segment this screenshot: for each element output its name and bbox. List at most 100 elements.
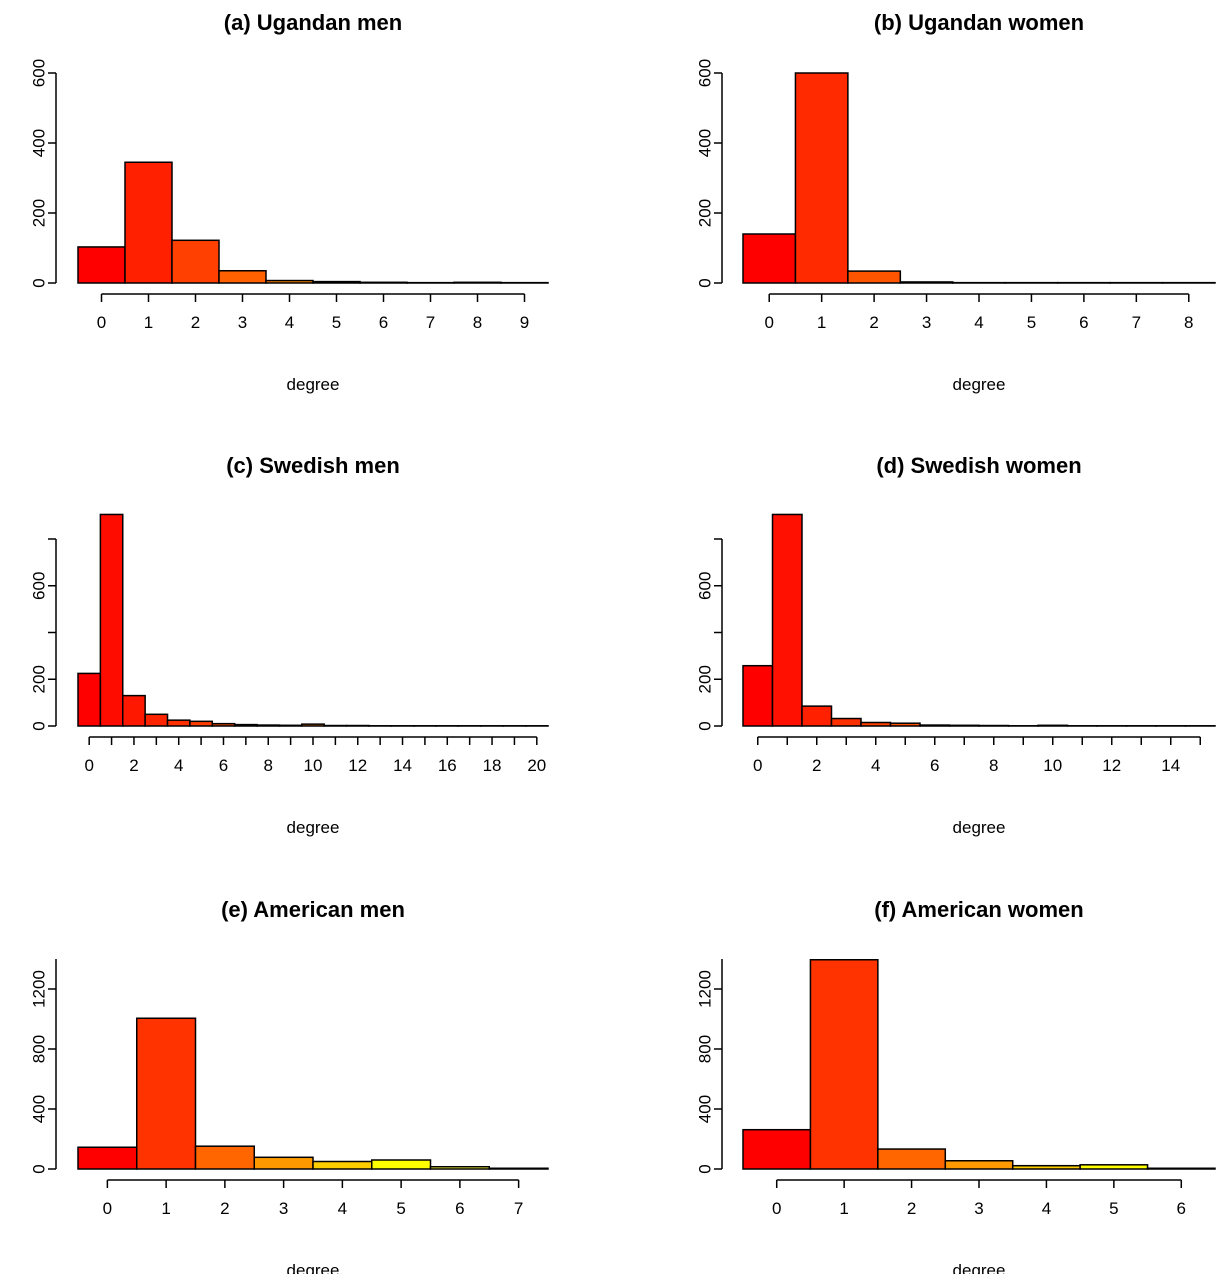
y-tick-label: 0 <box>29 721 48 730</box>
y-tick-label: 400 <box>695 129 714 157</box>
histogram-bar <box>312 1160 373 1170</box>
histogram-bar <box>899 281 954 284</box>
x-tick-label: 2 <box>129 756 138 775</box>
histogram-bar <box>742 1128 812 1170</box>
histogram-bar <box>278 724 303 727</box>
y-tick-label: 200 <box>695 199 714 227</box>
histogram-bar <box>144 713 169 727</box>
histogram-bar <box>889 722 921 727</box>
x-tick-label: 1 <box>144 313 153 332</box>
x-tick-label: 16 <box>438 756 457 775</box>
x-tick-label: 0 <box>84 756 93 775</box>
histogram-bar <box>1011 1164 1081 1170</box>
x-tick-label: 10 <box>1043 756 1062 775</box>
x-tick-label: 6 <box>379 313 388 332</box>
histogram-bar <box>256 724 281 727</box>
x-tick-label: 3 <box>238 313 247 332</box>
histogram-bar <box>166 719 191 727</box>
x-tick-label: 5 <box>1109 1199 1118 1218</box>
histogram-bar <box>233 723 258 727</box>
histogram-bar <box>253 1156 314 1170</box>
x-tick-label: 5 <box>332 313 341 332</box>
y-tick-label: 200 <box>29 199 48 227</box>
histogram-bar <box>77 672 102 727</box>
x-tick-label: 3 <box>974 1199 983 1218</box>
x-tick-label: 6 <box>930 756 939 775</box>
x-tick-label: 2 <box>220 1199 229 1218</box>
x-tick-label: 4 <box>285 313 294 332</box>
x-tick-label: 2 <box>191 313 200 332</box>
y-tick-label: 0 <box>695 1164 714 1173</box>
x-tick-label: 0 <box>753 756 762 775</box>
x-tick-label: 1 <box>839 1199 848 1218</box>
histogram-bar <box>877 1148 947 1170</box>
x-tick-label: 8 <box>473 313 482 332</box>
y-tick-label: 0 <box>29 278 48 287</box>
x-tick-label: 12 <box>348 756 367 775</box>
x-tick-label: 7 <box>1132 313 1141 332</box>
x-axis-label: degree <box>953 375 1006 394</box>
x-tick-label: 2 <box>869 313 878 332</box>
histogram-bar <box>1146 1167 1216 1170</box>
histogram-bar <box>359 281 408 284</box>
histogram-bar <box>944 1160 1014 1170</box>
histogram-bar <box>847 270 902 284</box>
x-tick-label: 4 <box>871 756 880 775</box>
chart-title: (b) Ugandan women <box>874 10 1084 35</box>
x-tick-label: 20 <box>527 756 546 775</box>
histogram-bar <box>919 724 951 727</box>
y-tick-label: 600 <box>29 572 48 600</box>
y-tick-label: 600 <box>29 59 48 87</box>
x-axis-label: degree <box>953 1261 1006 1274</box>
histogram-bar <box>830 717 862 727</box>
y-tick-label: 400 <box>695 1095 714 1123</box>
histogram-bar <box>124 161 173 284</box>
chart-title: (c) Swedish men <box>226 453 400 478</box>
chart-title: (a) Ugandan men <box>224 10 402 35</box>
x-tick-label: 0 <box>103 1199 112 1218</box>
x-tick-label: 12 <box>1102 756 1121 775</box>
chart-title: (d) Swedish women <box>876 453 1081 478</box>
x-tick-label: 4 <box>174 756 183 775</box>
x-tick-label: 4 <box>338 1199 347 1218</box>
histogram-bar <box>189 720 214 727</box>
x-tick-label: 0 <box>764 313 773 332</box>
histogram-bar <box>122 694 146 727</box>
x-axis-label: degree <box>287 818 340 837</box>
histogram-bar <box>301 723 325 727</box>
histogram-bar <box>948 724 980 727</box>
histogram-bar <box>218 270 267 284</box>
histogram-bar <box>312 280 361 284</box>
histogram-bar <box>77 1146 138 1170</box>
y-tick-label: 800 <box>695 1035 714 1063</box>
x-tick-label: 3 <box>922 313 931 332</box>
y-tick-label: 1200 <box>695 970 714 1008</box>
x-tick-label: 4 <box>1042 1199 1051 1218</box>
histogram-bar <box>860 721 892 727</box>
y-tick-label: 200 <box>29 665 48 693</box>
histogram-bar <box>211 722 236 727</box>
histogram-bar <box>453 281 502 284</box>
x-tick-label: 5 <box>1027 313 1036 332</box>
x-tick-label: 7 <box>514 1199 523 1218</box>
y-tick-label: 0 <box>29 1164 48 1173</box>
y-tick-label: 1200 <box>29 970 48 1008</box>
x-tick-label: 8 <box>1184 313 1193 332</box>
histogram-bar <box>1037 724 1069 727</box>
chart-title: (f) American women <box>874 897 1083 922</box>
x-tick-label: 0 <box>97 313 106 332</box>
y-tick-label: 400 <box>29 1095 48 1123</box>
histogram-bar <box>801 705 833 727</box>
x-tick-label: 6 <box>1079 313 1088 332</box>
x-axis-label: degree <box>287 375 340 394</box>
histogram-bar <box>771 513 803 727</box>
y-tick-label: 0 <box>695 278 714 287</box>
histogram-bar <box>742 664 774 727</box>
x-tick-label: 5 <box>396 1199 405 1218</box>
histogram-bar <box>809 959 879 1170</box>
histogram-bar <box>171 239 220 284</box>
x-tick-label: 3 <box>279 1199 288 1218</box>
x-tick-label: 2 <box>812 756 821 775</box>
